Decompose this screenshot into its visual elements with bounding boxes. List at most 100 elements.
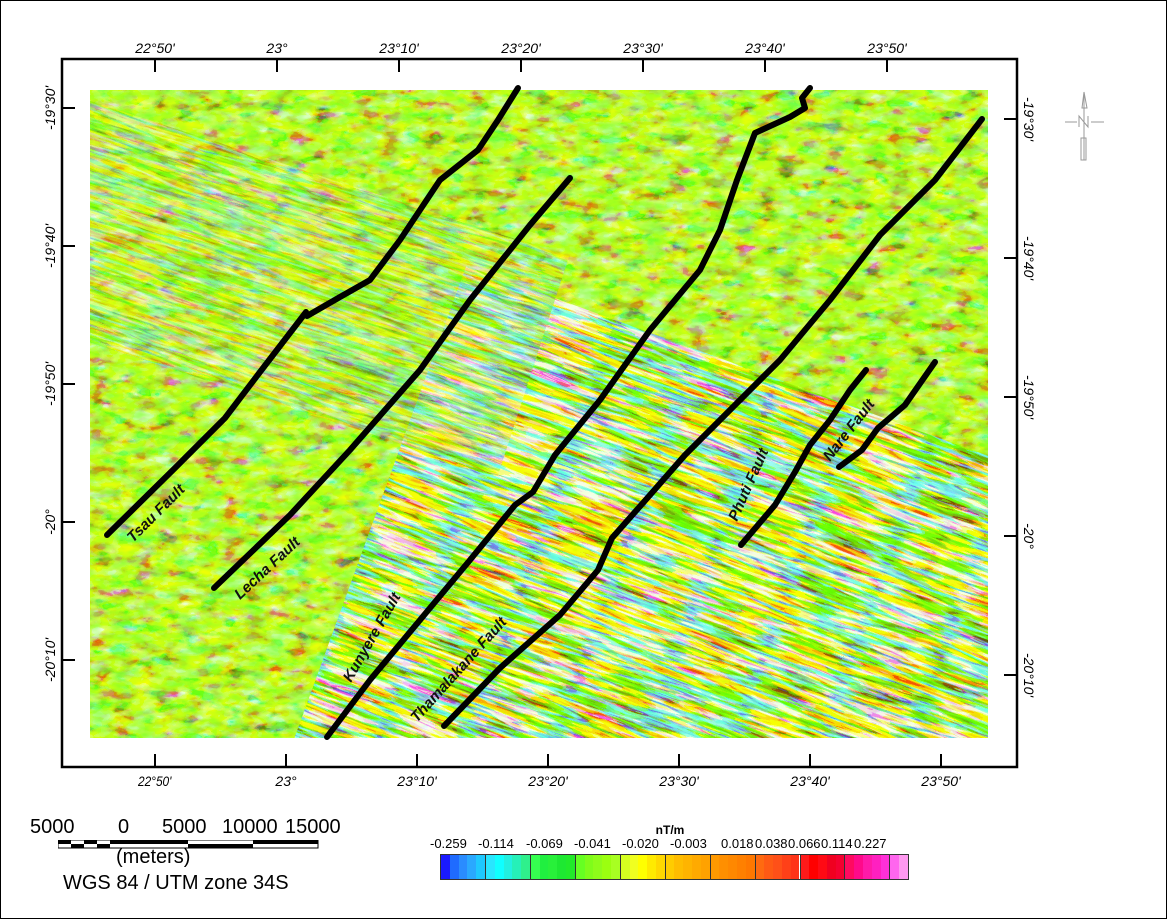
legend-color-swatch [548, 855, 558, 879]
bottom-tick-label: 23°10' [396, 773, 438, 789]
legend-color-block [710, 855, 756, 879]
scale-label: 15000 [285, 816, 341, 838]
left-tick-labels: -19°30' -19°40' -19°50' -20° -20°10' [42, 85, 58, 682]
legend-color-swatch [655, 855, 665, 879]
legend-color-swatch [512, 855, 522, 879]
legend-unit: nT/m [655, 823, 685, 837]
legend-color-swatch [610, 855, 620, 879]
legend-color-swatch [880, 855, 890, 879]
legend-color-swatch [530, 855, 540, 879]
legend-color-swatch [745, 855, 755, 879]
scale-bar: 5000 0 5000 10000 15000 [30, 816, 360, 849]
phuti-fault-line [738, 367, 869, 548]
legend-color-swatch [826, 855, 836, 879]
scale-label: 0 [118, 816, 130, 838]
legend-color-swatch [503, 855, 513, 879]
legend-color-swatch [476, 855, 485, 879]
scale-label: 5000 [30, 816, 75, 838]
legend-color-block [530, 855, 576, 879]
legend-color-swatch [647, 855, 656, 879]
legend-color-block [665, 855, 711, 879]
bottom-tick-label: 23°30' [658, 773, 700, 789]
scale-label: 10000 [222, 816, 278, 838]
legend-color-swatch [863, 855, 872, 879]
legend-color-swatch [674, 855, 684, 879]
right-tick-labels: -19°30' -19°40' -19°50' -20° -20°10' [1021, 97, 1037, 698]
legend-color-swatch [790, 855, 800, 879]
scale-label: 5000 [162, 816, 207, 838]
legend-tick: 0.066 [788, 836, 821, 851]
tsau-fault-upper-line [304, 85, 521, 319]
right-tick-label: -19°40' [1021, 236, 1037, 281]
legend-tick: -0.069 [526, 836, 563, 851]
nare-fault-line [836, 359, 938, 470]
north-arrow-icon [1065, 91, 1104, 161]
legend-color-bar [440, 854, 909, 880]
kunyere-fault-line [324, 85, 813, 740]
coordinate-system-label: WGS 84 / UTM zone 34S [63, 872, 289, 894]
top-tick-label: 23°40' [744, 40, 786, 56]
left-ticks [62, 107, 75, 661]
legend-color-swatch [575, 855, 585, 879]
left-tick-label: -20° [42, 509, 58, 535]
legend-tick: 0.114 [821, 836, 853, 851]
legend-color-block [485, 855, 531, 879]
legend-color-swatch [557, 855, 566, 879]
legend-tick-labels: -0.259 -0.114 -0.069 -0.041 -0.020 -0.00… [430, 836, 910, 852]
legend-color-swatch [755, 855, 765, 879]
legend-color-swatch [665, 855, 675, 879]
legend-color-block [800, 855, 846, 879]
legend-color-swatch [818, 855, 827, 879]
legend-color-swatch [835, 855, 845, 879]
legend-color-swatch [441, 855, 450, 879]
magnetic-gradient-raster [90, 90, 988, 738]
legend-color-block [620, 855, 666, 879]
legend-color-swatch [773, 855, 782, 879]
left-tick-label: -19°30' [42, 85, 58, 130]
legend-color-swatch [692, 855, 701, 879]
bottom-tick-label: 23°20' [527, 773, 569, 789]
legend-color-swatch [871, 855, 881, 879]
top-tick-label: 23°10' [378, 40, 420, 56]
legend-color-block [441, 855, 486, 879]
bottom-tick-label: 22°50' [137, 773, 172, 789]
legend-color-swatch [458, 855, 468, 879]
legend-tick: -0.259 [430, 836, 467, 851]
bottom-tick-label: 23°50' [920, 773, 962, 789]
lecha-fault-line [211, 175, 573, 591]
scale-units: (meters) [116, 846, 191, 868]
top-tick-label: 23° [265, 40, 288, 56]
right-tick-label: -19°50' [1021, 375, 1037, 420]
legend-color-swatch [764, 855, 774, 879]
legend-color-swatch [809, 855, 819, 879]
tsau-fault-line [104, 309, 309, 538]
legend-tick: -0.041 [574, 836, 611, 851]
bottom-ticks [154, 754, 942, 767]
legend-color-block [575, 855, 621, 879]
legend-color-swatch [638, 855, 648, 879]
legend-color-swatch [710, 855, 720, 879]
legend-color-swatch [467, 855, 477, 879]
legend-color-swatch [719, 855, 729, 879]
legend-color-swatch [890, 855, 900, 879]
left-tick-label: -20°10' [42, 637, 58, 682]
legend-tick: -0.003 [670, 836, 707, 851]
left-tick-label: -19°40' [42, 223, 58, 268]
legend-color-swatch [700, 855, 710, 879]
legend-color-swatch [899, 855, 908, 879]
scale-bar-graphic [58, 840, 319, 849]
legend-color-swatch [845, 855, 855, 879]
legend-color-swatch [494, 855, 504, 879]
top-tick-label: 23°50' [866, 40, 908, 56]
legend-color-swatch [728, 855, 737, 879]
thamalakane-fault-line [441, 116, 985, 729]
right-tick-label: -20°10' [1021, 653, 1037, 698]
legend-color-swatch [736, 855, 746, 879]
top-tick-label: 22°50' [134, 40, 176, 56]
legend-color-block [845, 855, 891, 879]
right-tick-label: -20° [1021, 523, 1037, 549]
legend-tick: -0.114 [478, 836, 514, 851]
left-tick-label: -19°50' [42, 361, 58, 406]
top-tick-labels: 22°50' 23° 23°10' 23°20' 23°30' 23°40' 2… [134, 40, 908, 56]
